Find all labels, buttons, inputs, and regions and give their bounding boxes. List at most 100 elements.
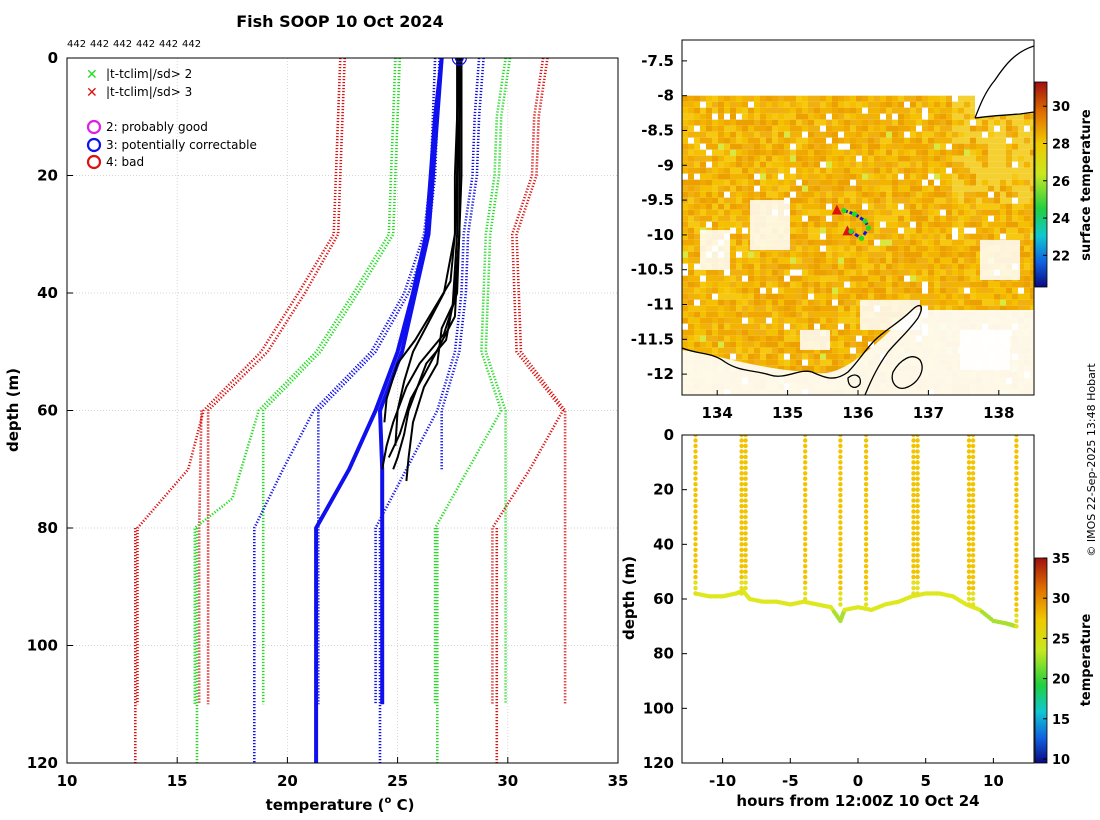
section-point xyxy=(743,531,748,536)
sst-cell xyxy=(886,101,892,108)
sst-cell xyxy=(1006,281,1012,288)
sst-cell xyxy=(1030,113,1034,120)
sst-cell xyxy=(862,221,868,228)
section-point xyxy=(911,498,916,503)
sst-cell xyxy=(1012,209,1018,216)
sst-cell xyxy=(904,95,910,102)
section-xlabel: hours from 12:00Z 10 Oct 24 xyxy=(736,792,979,810)
sst-cell xyxy=(808,149,814,156)
sst-cell xyxy=(688,203,694,210)
sst-cell xyxy=(718,305,724,312)
sst-cell xyxy=(736,131,742,138)
sst-cell xyxy=(970,233,976,240)
sst-cell xyxy=(940,143,946,150)
sst-cell xyxy=(1018,275,1024,282)
sst-cell xyxy=(916,281,922,288)
sst-cell xyxy=(910,281,916,288)
sst-cell xyxy=(694,113,700,120)
sst-cell xyxy=(1012,281,1018,288)
sst-cell xyxy=(856,143,862,150)
section-point xyxy=(743,487,748,492)
section-point xyxy=(838,509,843,514)
sst-cell xyxy=(928,251,934,258)
sst-cell xyxy=(682,125,688,132)
sst-cell xyxy=(766,113,772,120)
sst-cell xyxy=(790,107,796,114)
sst-cell xyxy=(814,119,820,126)
sst-cell xyxy=(766,257,772,264)
sst-cell xyxy=(898,131,904,138)
section-point xyxy=(911,438,916,443)
sst-cell xyxy=(868,125,874,132)
surface-marker xyxy=(454,58,464,63)
sst-cell xyxy=(778,257,784,264)
sst-cell xyxy=(838,173,844,180)
sst-cell xyxy=(916,137,922,144)
sst-cell xyxy=(790,143,796,150)
sst-cell xyxy=(1018,119,1024,126)
sst-cell xyxy=(778,191,784,198)
section-point xyxy=(693,585,698,591)
sst-cell xyxy=(802,317,808,324)
sst-cell xyxy=(928,125,934,132)
sst-cell xyxy=(964,95,970,102)
sst-cell xyxy=(922,227,928,234)
section-point xyxy=(970,476,976,481)
section-point xyxy=(1014,613,1019,618)
sst-cell xyxy=(850,131,856,138)
legend-label: 3: potentially correctable xyxy=(106,138,257,152)
sst-cell xyxy=(724,341,730,348)
section-point xyxy=(911,580,916,585)
sst-cell xyxy=(802,95,808,102)
sst-cell xyxy=(928,209,934,216)
sst-cell xyxy=(748,257,754,264)
sst-cell xyxy=(856,257,862,264)
sst-cell xyxy=(886,113,892,120)
sst-cell xyxy=(886,179,892,186)
sst-cell xyxy=(838,155,844,162)
section-point xyxy=(803,454,808,460)
y-tick-label: 60 xyxy=(653,590,674,608)
sst-cell xyxy=(1006,125,1012,132)
sst-cell xyxy=(820,101,826,108)
sst-cell xyxy=(760,167,766,174)
sst-cell xyxy=(928,275,934,282)
sst-cell xyxy=(766,125,772,132)
sst-cell xyxy=(1000,293,1006,300)
sst-cell xyxy=(994,179,1000,186)
sst-cell xyxy=(778,263,784,270)
sst-cell xyxy=(712,179,718,186)
sst-cell xyxy=(994,191,1000,198)
sst-cell xyxy=(784,347,790,354)
sst-cell xyxy=(814,107,820,114)
sst-cell xyxy=(778,275,784,282)
section-point xyxy=(743,536,748,542)
sst-cell xyxy=(856,269,862,276)
sst-cell xyxy=(814,179,820,186)
sst-cell xyxy=(790,101,796,108)
sst-cell xyxy=(700,329,706,336)
sst-cell xyxy=(1012,191,1018,198)
sst-cell xyxy=(760,101,766,108)
sst-cell xyxy=(916,239,922,246)
sst-cell xyxy=(754,329,760,336)
sst-cell xyxy=(736,299,742,306)
sst-cell xyxy=(814,233,820,240)
sst-cell xyxy=(736,125,742,132)
section-point xyxy=(838,435,843,438)
sst-cell xyxy=(802,155,808,162)
section-point xyxy=(970,585,976,591)
sst-cell xyxy=(694,143,700,150)
series-line xyxy=(261,58,402,705)
sst-cell xyxy=(718,113,724,120)
sst-cell xyxy=(982,173,988,180)
sst-cell xyxy=(916,173,922,180)
sst-cell xyxy=(796,167,802,174)
section-points xyxy=(693,435,1019,629)
sst-cell xyxy=(850,275,856,282)
sst-cell xyxy=(772,95,778,102)
sst-cell xyxy=(784,191,790,198)
sst-cell xyxy=(772,293,778,300)
section-point xyxy=(838,449,843,454)
sst-cell xyxy=(994,209,1000,216)
